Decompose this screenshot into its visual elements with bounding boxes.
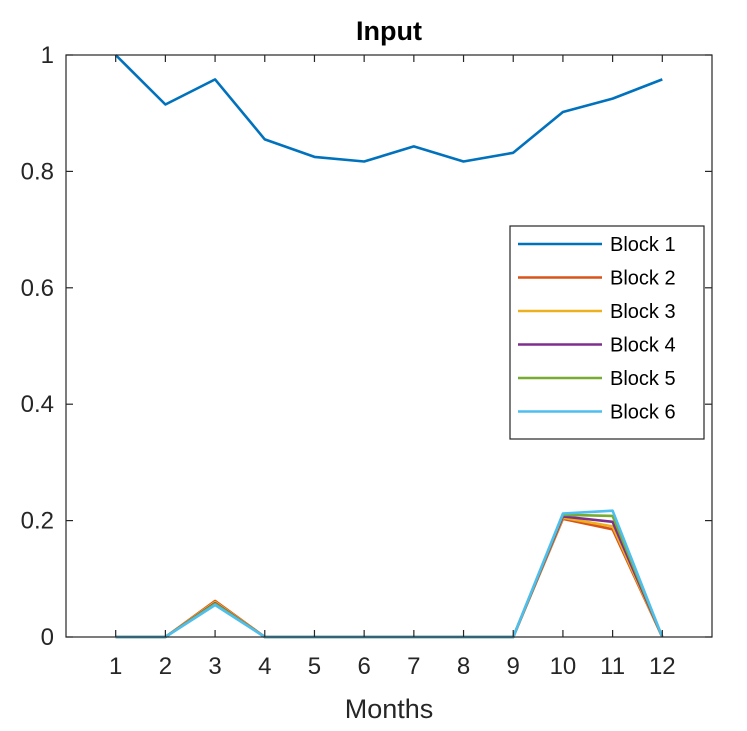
y-tick-label: 1 <box>41 42 54 69</box>
y-tick-label: 0 <box>41 624 54 651</box>
y-tick-label: 0.6 <box>21 275 54 302</box>
x-tick-label: 10 <box>550 653 577 680</box>
x-tick-label: 7 <box>407 653 420 680</box>
x-tick-label: 3 <box>208 653 221 680</box>
x-tick-label: 5 <box>308 653 321 680</box>
x-axis-label: Months <box>345 694 434 724</box>
legend-label: Block 3 <box>610 301 676 323</box>
x-tick-label: 9 <box>507 653 520 680</box>
y-tick-label: 0.8 <box>21 158 54 185</box>
legend-label: Block 5 <box>610 368 676 390</box>
y-tick-label: 0.4 <box>21 391 54 418</box>
legend-label: Block 1 <box>610 234 676 256</box>
chart-title: Input <box>356 16 422 46</box>
legend-label: Block 4 <box>610 335 676 357</box>
plot-frame <box>65 54 713 638</box>
legend-label: Block 2 <box>610 268 676 290</box>
x-tick-label: 1 <box>109 653 122 680</box>
x-tick-label: 2 <box>159 653 172 680</box>
series-line-1 <box>114 54 663 163</box>
x-tick-label: 8 <box>457 653 470 680</box>
x-tick-label: 11 <box>600 653 625 680</box>
legend-box <box>509 225 705 440</box>
legend: Block 1 Block 2 Block 3 Block 4 Block 5 Block… <box>509 225 705 440</box>
x-tick-label: 4 <box>258 653 271 680</box>
x-tick-label: 6 <box>357 653 370 680</box>
x-tick-label: 12 <box>649 653 676 680</box>
y-tick-label: 0.2 <box>21 508 54 535</box>
legend-label: Block 6 <box>610 402 676 424</box>
